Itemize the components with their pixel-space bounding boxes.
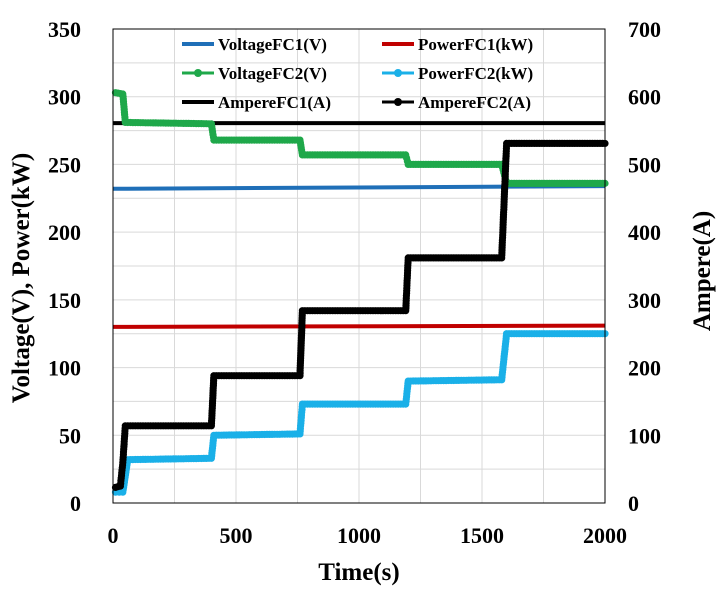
legend-entry: VoltageFC1(V) [182,35,327,54]
x-tick-label: 1500 [460,523,504,548]
legend: VoltageFC1(V) PowerFC1(kW) VoltageFC2(V) Po… [182,35,533,112]
tick-labels: 0 500 1000 1500 2000050100150200250300350010… [48,17,661,548]
legend-entry: AmpereFC1(A) [182,93,331,112]
legend-marker [394,69,402,77]
legend-label: VoltageFC1(V) [218,35,327,54]
legend-label: PowerFC2(kW) [418,64,533,83]
y-right-tick-label: 600 [628,85,661,110]
series-powerfc1-kw [112,323,606,329]
y-axis-left-title: Voltage(V), Power(kW) [8,153,35,403]
y-axis-right-title: Ampere(A) [689,211,716,331]
y-left-tick-label: 100 [48,356,81,381]
y-right-tick-label: 500 [628,152,661,177]
y-left-tick-label: 300 [48,85,81,110]
legend-entry: PowerFC2(kW) [382,64,533,83]
x-tick-label: 500 [220,523,253,548]
y-left-tick-label: 250 [48,152,81,177]
y-left-tick-label: 200 [48,220,81,245]
legend-label: VoltageFC2(V) [218,64,327,83]
legend-entry: VoltageFC2(V) [182,64,327,83]
series-powerfc2-kw [111,330,609,496]
y-right-tick-label: 200 [628,356,661,381]
legend-entry: PowerFC1(kW) [382,35,533,54]
series-layer [111,89,609,496]
series-voltagefc2-v [111,89,609,187]
y-left-tick-label: 150 [48,288,81,313]
y-left-tick-label: 50 [59,423,81,448]
y-right-tick-label: 400 [628,220,661,245]
y-right-tick-label: 0 [628,491,639,516]
y-left-tick-label: 0 [70,491,81,516]
y-left-tick-label: 350 [48,17,81,42]
x-axis-title: Time(s) [318,559,399,586]
x-tick-label: 0 [108,523,119,548]
legend-marker [394,98,402,106]
y-right-tick-label: 100 [628,423,661,448]
series-line [112,323,606,329]
series-amperefc2-a [111,139,609,491]
legend-label: AmpereFC2(A) [418,93,531,112]
legend-label: AmpereFC1(A) [218,93,331,112]
y-right-tick-label: 700 [628,17,661,42]
plot-frame [112,28,606,504]
x-tick-label: 1000 [337,523,381,548]
grid [113,29,605,503]
legend-label: PowerFC1(kW) [418,35,533,54]
legend-entry: AmpereFC2(A) [382,93,531,112]
x-tick-label: 2000 [583,523,627,548]
legend-marker [194,69,202,77]
y-right-tick-label: 300 [628,288,661,313]
